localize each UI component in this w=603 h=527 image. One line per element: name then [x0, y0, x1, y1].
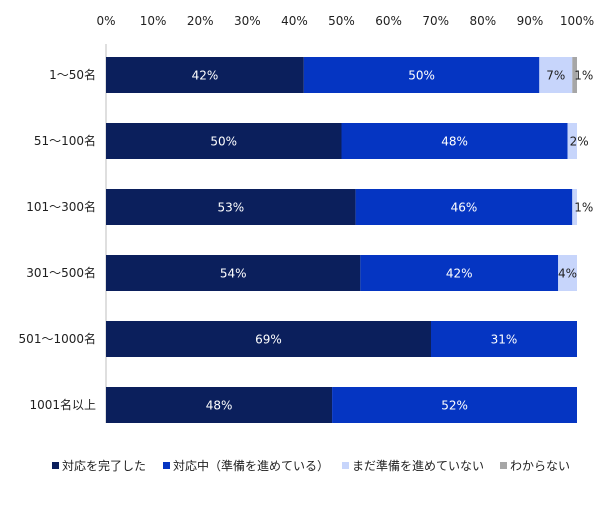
bar-segment — [360, 255, 559, 291]
bar-segment — [303, 57, 540, 93]
bar-segment — [106, 387, 333, 423]
x-tick-label: 30% — [234, 14, 261, 28]
bar-segment — [567, 123, 577, 159]
data-label: 1% — [574, 69, 593, 83]
data-label: 7% — [546, 69, 565, 83]
bar-segment — [106, 255, 361, 291]
data-label: 4% — [558, 267, 577, 281]
x-tick-label: 70% — [422, 14, 449, 28]
x-tick-label: 50% — [328, 14, 355, 28]
legend-label: 対応を完了した — [62, 458, 146, 473]
bar-segment — [332, 387, 577, 423]
x-tick-label: 10% — [140, 14, 167, 28]
bar-segment — [572, 57, 577, 93]
data-label: 1% — [574, 201, 593, 215]
data-label: 2% — [570, 135, 589, 149]
data-label: 42% — [446, 267, 473, 281]
x-tick-label: 100% — [560, 14, 594, 28]
x-tick-label: 20% — [187, 14, 214, 28]
data-label: 31% — [491, 333, 518, 347]
bars — [106, 57, 577, 423]
bar-segment — [430, 321, 577, 357]
x-tick-label: 40% — [281, 14, 308, 28]
bar-segment — [106, 123, 342, 159]
category-label: 51～100名 — [34, 133, 96, 148]
data-label: 54% — [220, 267, 247, 281]
category-labels: 1～50名 51～100名 101～300名 301～500名 501～1000名 100… — [19, 67, 96, 412]
x-tick-label: 80% — [469, 14, 496, 28]
x-axis-ticks: 0% 10% 20% 30% 40% 50% 60% 70% 80% 90% 100% — [96, 14, 594, 28]
legend-swatch — [163, 462, 170, 469]
bar-segment — [341, 123, 568, 159]
x-tick-label: 0% — [96, 14, 115, 28]
bar-segment — [572, 189, 577, 225]
bar-segment — [539, 57, 573, 93]
legend-label: まだ準備を進めていない — [352, 458, 484, 473]
x-tick-label: 60% — [375, 14, 402, 28]
legend-label: 対応中（準備を進めている） — [173, 458, 329, 473]
data-label: 52% — [441, 399, 468, 413]
legend: 対応を完了した 対応中（準備を進めている） まだ準備を進めていない わからない — [52, 458, 570, 473]
data-label: 48% — [206, 399, 233, 413]
bar-segment — [106, 321, 431, 357]
x-tick-label: 90% — [517, 14, 544, 28]
category-label: 1～50名 — [49, 67, 96, 82]
bar-segment — [106, 57, 304, 93]
legend-swatch — [342, 462, 349, 469]
data-label: 48% — [441, 135, 468, 149]
legend-swatch — [52, 462, 59, 469]
data-label: 46% — [451, 201, 478, 215]
category-label: 1001名以上 — [29, 397, 96, 412]
category-label: 501～1000名 — [19, 331, 96, 346]
bar-segment — [558, 255, 577, 291]
data-label: 42% — [192, 69, 219, 83]
data-labels: 42% 50% 7% 1% 50% 48% 2% 53% 46% 1% 54% 42% 4% 69% 31%… — [192, 69, 594, 413]
data-label: 69% — [255, 333, 282, 347]
legend-swatch — [500, 462, 507, 469]
category-label: 301～500名 — [26, 265, 96, 280]
data-label: 53% — [217, 201, 244, 215]
data-label: 50% — [408, 69, 435, 83]
data-label: 50% — [210, 135, 237, 149]
category-label: 101～300名 — [26, 199, 96, 214]
legend-label: わからない — [510, 459, 570, 473]
bar-segment — [106, 189, 356, 225]
bar-segment — [355, 189, 573, 225]
